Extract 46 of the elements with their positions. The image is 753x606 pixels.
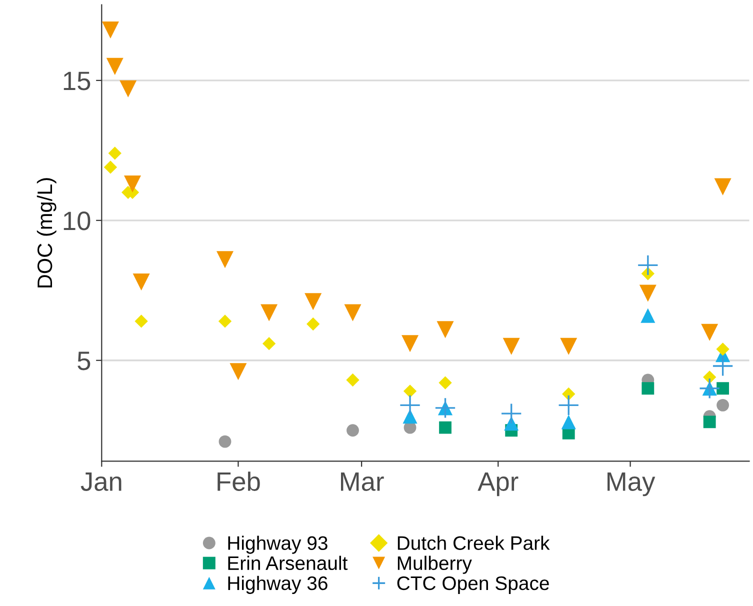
y-axis-title: DOC (mg/L) [36, 178, 56, 288]
point [218, 314, 232, 328]
point [639, 284, 656, 302]
point [698, 378, 720, 400]
legend-label: CTC Open Space [397, 576, 549, 594]
point [558, 394, 580, 416]
x-tick-label: Mar [341, 472, 384, 491]
point [560, 338, 578, 355]
point [216, 251, 234, 268]
point [642, 382, 654, 395]
legend-label: Erin Arsenault [228, 556, 348, 570]
y-tick-label: 10 [64, 212, 90, 230]
point [106, 58, 124, 75]
point [262, 337, 276, 350]
point [712, 355, 734, 377]
x-tick-label: Apr [478, 472, 518, 496]
legend-label: Mulberry [398, 556, 472, 574]
point [502, 338, 520, 355]
point [108, 146, 122, 160]
point [561, 414, 576, 430]
point [500, 402, 522, 424]
point [716, 342, 730, 356]
legend-label: Dutch Creek Park [398, 536, 550, 550]
legend-label: Highway 93 [228, 536, 328, 554]
x-tick-label: Feb [218, 472, 260, 491]
point [637, 254, 659, 276]
point [640, 308, 656, 323]
point [124, 176, 141, 193]
point [701, 324, 718, 341]
y-tick-label: 15 [64, 72, 90, 90]
point [714, 178, 732, 196]
y-tick-label: 5 [78, 352, 90, 370]
point [134, 314, 148, 328]
point [102, 22, 119, 39]
point [260, 304, 278, 322]
x-tick-label: May [608, 472, 656, 496]
point [716, 382, 730, 395]
point [230, 363, 247, 380]
point [104, 160, 118, 174]
point [132, 273, 150, 291]
point [703, 416, 716, 428]
legend-label: Highway 36 [228, 576, 328, 594]
point [120, 80, 137, 98]
x-tick-label: Jan [80, 472, 122, 491]
point [218, 435, 232, 448]
point [716, 398, 730, 412]
